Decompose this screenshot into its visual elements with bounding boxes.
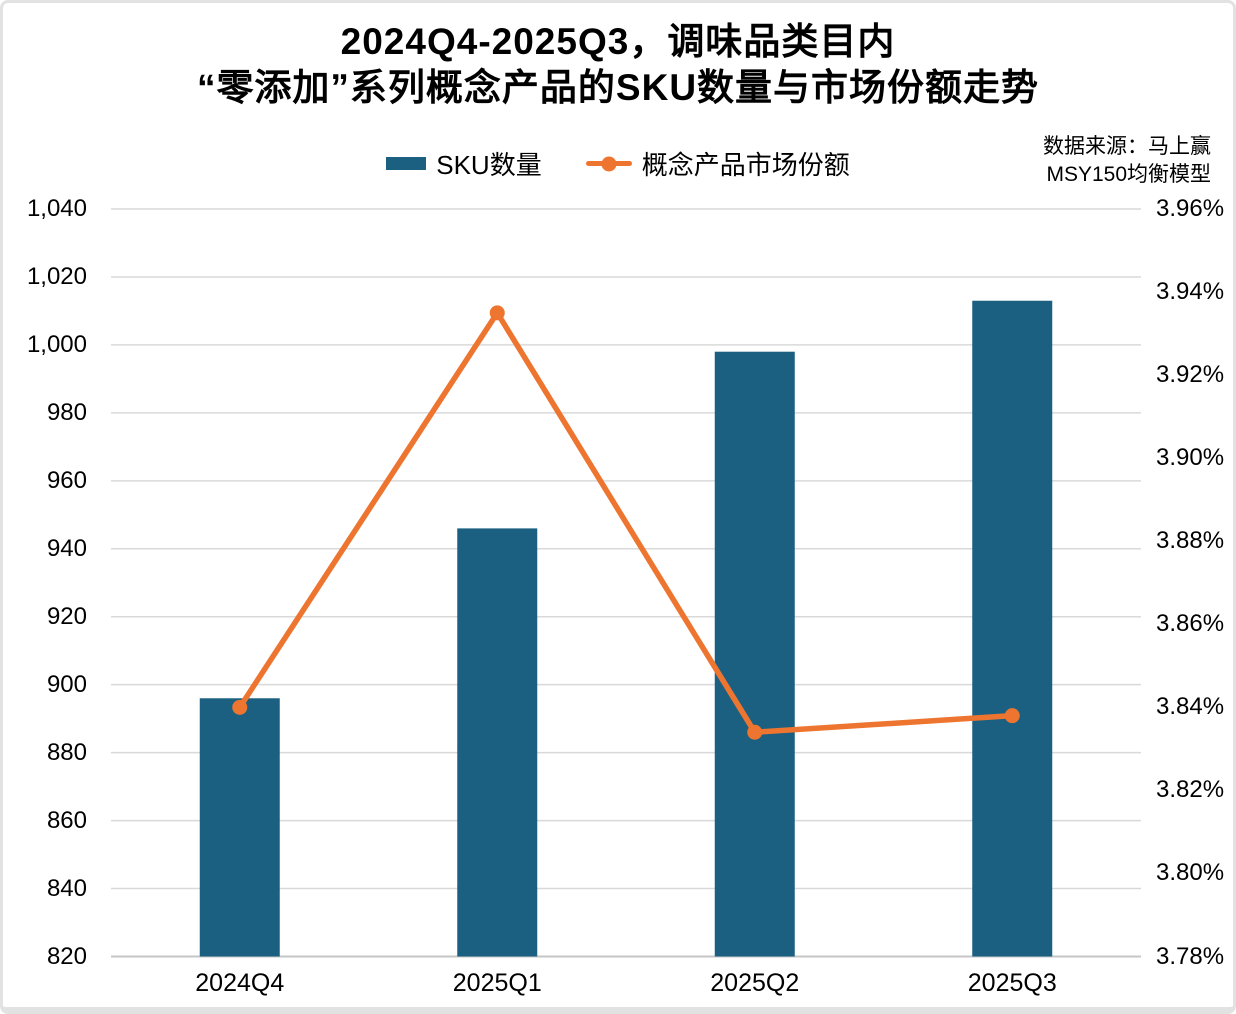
x-axis-tick: 2025Q1 — [452, 969, 542, 997]
line-point-2025Q3 — [1004, 708, 1020, 724]
data-source-line2: MSY150均衡模型 — [1046, 163, 1211, 186]
y-axis-left-tick: 840 — [46, 874, 87, 902]
x-axis-tick: 2025Q2 — [710, 969, 800, 997]
y-axis-right-tick: 3.92% — [1156, 361, 1225, 389]
x-axis-tick: 2025Q3 — [967, 969, 1057, 997]
y-axis-right-tick: 3.86% — [1156, 610, 1225, 638]
y-axis-right-tick: 3.84% — [1156, 693, 1225, 721]
y-axis-left-tick: 940 — [46, 534, 87, 562]
bar-2025Q2 — [714, 351, 795, 957]
y-axis-left-tick: 1,040 — [26, 195, 87, 222]
chart-title-line1: 2024Q4-2025Q3，调味品类目内 — [340, 21, 896, 62]
data-source-note: 数据来源：马上赢 MSY150均衡模型 — [1043, 133, 1211, 189]
legend-item-line: 概念产品市场份额 — [585, 145, 850, 182]
y-axis-right-tick: 3.90% — [1156, 444, 1225, 472]
line-point-2024Q4 — [232, 699, 248, 715]
y-axis-left-tick: 880 — [46, 738, 87, 766]
y-axis-right-tick: 3.96% — [1156, 195, 1225, 222]
y-axis-left-tick: 980 — [46, 398, 87, 426]
legend-label: SKU数量 — [436, 150, 542, 180]
legend-line-swatch — [585, 156, 632, 171]
bar-2024Q4 — [199, 698, 280, 957]
y-axis-right-tick: 3.94% — [1156, 278, 1225, 306]
y-axis-left-tick: 1,000 — [26, 330, 87, 358]
share-line — [237, 310, 1015, 735]
chart-title-line2: “零添加”系列概念产品的SKU数量与市场份额走势 — [196, 67, 1040, 108]
line-point-2025Q2 — [747, 724, 763, 740]
y-axis-left-tick: 820 — [46, 942, 87, 970]
legend-line-dot — [601, 156, 617, 171]
legend-label: 概念产品市场份额 — [641, 150, 850, 180]
y-axis-right-tick: 3.82% — [1156, 776, 1225, 804]
legend-bar-swatch — [386, 157, 427, 170]
y-axis-right-tick: 3.80% — [1156, 859, 1225, 887]
y-axis-left-tick: 960 — [46, 466, 87, 494]
y-axis-left-tick: 1,020 — [26, 262, 87, 290]
plot-area: 820 840 860 880 900 920 940 960 980 1,000 1,020 1,0… — [3, 3, 1233, 1007]
line-point-2025Q1 — [489, 305, 505, 321]
bar-2025Q3 — [972, 300, 1053, 957]
chart-title: 2024Q4-2025Q3，调味品类目内 “零添加”系列概念产品的SKU数量与市… — [3, 19, 1233, 111]
bar-2025Q1 — [457, 528, 538, 957]
y-axis-left-tick: 860 — [46, 806, 87, 834]
y-axis-right-tick: 3.78% — [1156, 942, 1225, 970]
combo-chart-canvas — [111, 208, 1141, 958]
x-axis-tick: 2024Q4 — [195, 969, 285, 997]
chart-legend: SKU数量 概念产品市场份额 — [3, 145, 1233, 182]
y-axis-left-tick: 900 — [46, 670, 87, 698]
y-axis-left-tick: 920 — [46, 602, 87, 630]
y-axis-right-tick: 3.88% — [1156, 527, 1225, 555]
legend-item-bar: SKU数量 — [386, 145, 542, 182]
data-source-line1: 数据来源：马上赢 — [1043, 135, 1211, 158]
